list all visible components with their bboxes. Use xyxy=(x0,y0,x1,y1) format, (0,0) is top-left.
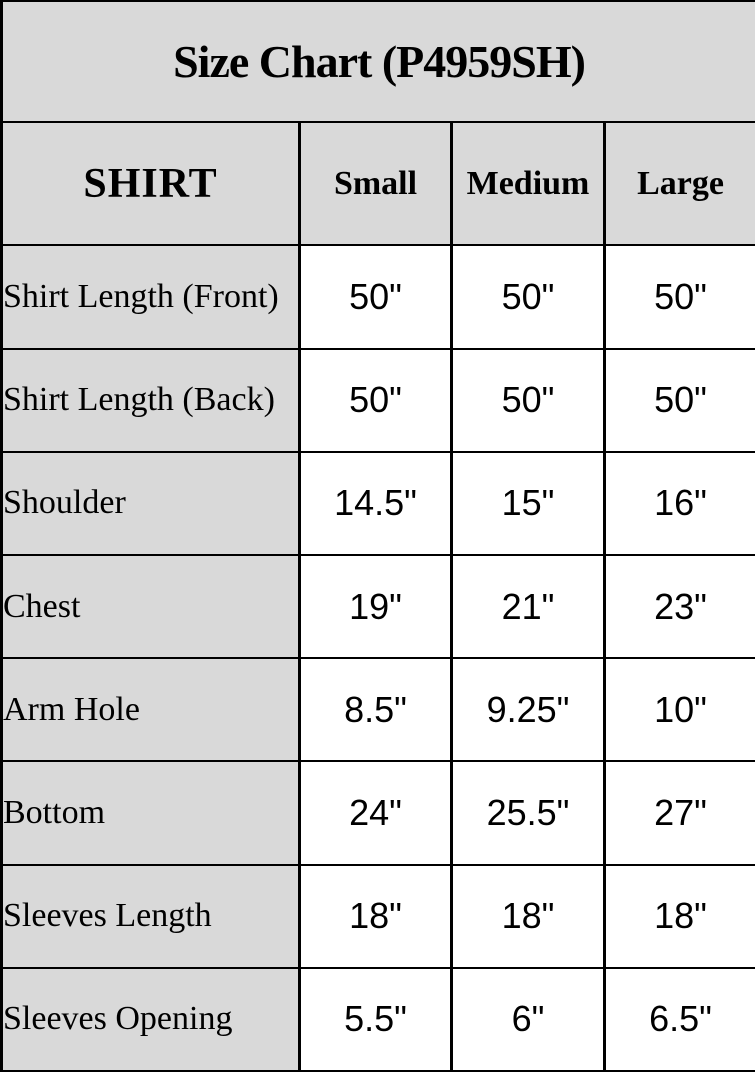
row-label: Sleeves Length xyxy=(0,863,301,969)
title-row: Size Chart (P4959SH) xyxy=(0,0,755,124)
corner-header-shirt: SHIRT xyxy=(0,121,301,247)
row-label: Shirt Length (Front) xyxy=(0,244,301,350)
row-label: Arm Hole xyxy=(0,657,301,763)
column-header-medium: Medium xyxy=(450,121,606,247)
size-value: 50" xyxy=(298,244,453,350)
size-value: 5.5" xyxy=(298,966,453,1072)
size-value: 19" xyxy=(298,553,453,660)
row-label: Chest xyxy=(0,553,301,660)
column-header-small: Small xyxy=(298,121,453,247)
size-value: 50" xyxy=(450,244,606,350)
size-value: 18" xyxy=(602,863,755,969)
table-row-shirt-length-front: Shirt Length (Front) 50" 50" 50" xyxy=(0,244,755,350)
table-row-arm-hole: Arm Hole 8.5" 9.25" 10" xyxy=(0,657,755,763)
table-row-shirt-length-back: Shirt Length (Back) 50" 50" 50" xyxy=(0,347,755,453)
column-header-large: Large xyxy=(602,121,755,247)
size-value: 6.5" xyxy=(602,966,755,1072)
table-row-sleeves-opening: Sleeves Opening 5.5" 6" 6.5" xyxy=(0,966,755,1072)
row-label: Sleeves Opening xyxy=(0,966,301,1072)
size-value: 8.5" xyxy=(298,657,453,763)
size-value: 15" xyxy=(450,450,606,557)
size-value: 18" xyxy=(450,863,606,969)
size-value: 50" xyxy=(298,347,453,453)
row-label: Shoulder xyxy=(0,450,301,557)
row-label: Shirt Length (Back) xyxy=(0,347,301,453)
size-value: 16" xyxy=(602,450,755,557)
size-value: 25.5" xyxy=(450,760,606,866)
chart-title: Size Chart (P4959SH) xyxy=(0,0,755,124)
size-value: 50" xyxy=(602,347,755,453)
row-label: Bottom xyxy=(0,760,301,866)
size-value: 50" xyxy=(450,347,606,453)
size-value: 50" xyxy=(602,244,755,350)
table-row-chest: Chest 19" 21" 23" xyxy=(0,553,755,660)
table-row-shoulder: Shoulder 14.5" 15" 16" xyxy=(0,450,755,557)
size-value: 6" xyxy=(450,966,606,1072)
size-value: 23" xyxy=(602,553,755,660)
size-value: 21" xyxy=(450,553,606,660)
size-value: 10" xyxy=(602,657,755,763)
size-value: 18" xyxy=(298,863,453,969)
size-value: 9.25" xyxy=(450,657,606,763)
table-row-sleeves-length: Sleeves Length 18" 18" 18" xyxy=(0,863,755,969)
table-row-bottom: Bottom 24" 25.5" 27" xyxy=(0,760,755,866)
size-value: 24" xyxy=(298,760,453,866)
header-row: SHIRT Small Medium Large xyxy=(0,121,755,247)
size-value: 14.5" xyxy=(298,450,453,557)
size-value: 27" xyxy=(602,760,755,866)
